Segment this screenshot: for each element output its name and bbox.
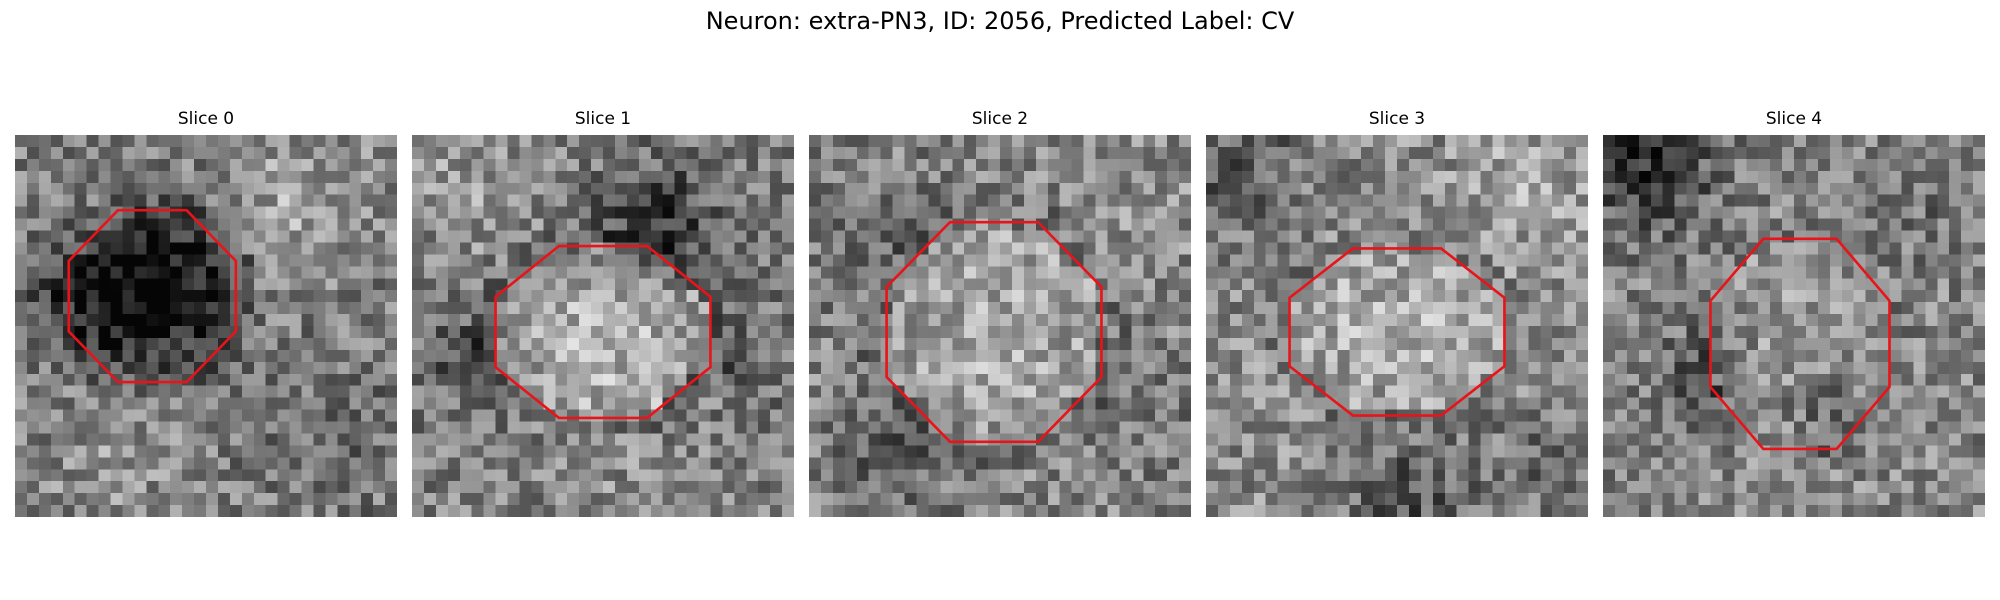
pixel-grid [1603,135,1985,517]
slice-image-1 [412,135,794,517]
slice-title-1: Slice 1 [412,108,794,130]
pixel-grid [15,135,397,517]
pixel-grid [412,135,794,517]
slice-title-3: Slice 3 [1206,108,1588,130]
pixel-grid [1206,135,1588,517]
slice-title-2: Slice 2 [809,108,1191,130]
slice-title-0: Slice 0 [15,108,397,130]
slice-title-4: Slice 4 [1603,108,1985,130]
figure-title: Neuron: extra-PN3, ID: 2056, Predicted L… [0,6,2000,36]
slice-image-0 [15,135,397,517]
slice-image-3 [1206,135,1588,517]
pixel-grid [809,135,1191,517]
slice-image-2 [809,135,1191,517]
slice-image-4 [1603,135,1985,517]
